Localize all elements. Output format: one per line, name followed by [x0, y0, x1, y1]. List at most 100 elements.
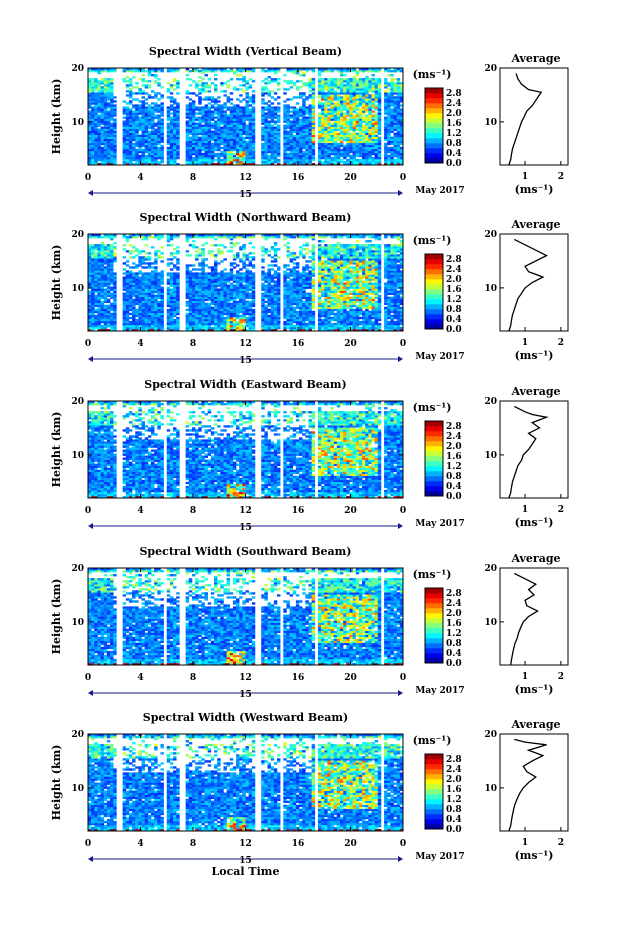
- heatmap-cell: [160, 320, 164, 324]
- heatmap-cell: [217, 326, 221, 330]
- heatmap-cell: [113, 310, 117, 314]
- heatmap-cell: [113, 304, 117, 308]
- heatmap-cell: [94, 130, 98, 133]
- heatmap-cell: [88, 312, 92, 316]
- heatmap-cell: [191, 92, 196, 95]
- heatmap-cell: [144, 86, 149, 89]
- heatmap-cell: [245, 322, 249, 326]
- heatmap-cell: [239, 138, 243, 142]
- heatmap-cell: [207, 144, 212, 148]
- heatmap-cell: [113, 150, 117, 154]
- heatmap-cell: [169, 138, 174, 142]
- heatmap-cell: [286, 296, 290, 299]
- heatmap-cell: [377, 310, 382, 314]
- heatmap-cell: [125, 314, 130, 318]
- heatmap-cell: [336, 162, 341, 166]
- heatmap-cell: [396, 98, 401, 101]
- heatmap-cell: [106, 154, 111, 158]
- heatmap-cell: [264, 150, 268, 154]
- heatmap-cell: [122, 80, 127, 83]
- heatmap-cell: [289, 146, 294, 150]
- heatmap-cell: [245, 134, 249, 138]
- heatmap-cell: [245, 302, 249, 306]
- heatmap-cell: [384, 310, 388, 314]
- heatmap-cell: [277, 152, 281, 156]
- heatmap-cell: [106, 122, 111, 125]
- heatmap-cell: [355, 96, 360, 99]
- heatmap-cell: [286, 140, 290, 144]
- heatmap-cell: [393, 148, 397, 152]
- heatmap-cell: [340, 316, 344, 320]
- heatmap-cell: [311, 92, 316, 95]
- heatmap-cell: [239, 130, 243, 133]
- heatmap-cell: [352, 150, 357, 154]
- heatmap-cell: [292, 328, 297, 332]
- heatmap-cell: [173, 68, 177, 71]
- heatmap-cell: [242, 142, 246, 146]
- heatmap-cell: [349, 308, 353, 312]
- heatmap-cell: [330, 298, 334, 301]
- heatmap-cell: [308, 146, 312, 150]
- heatmap-cell: [286, 318, 290, 322]
- heatmap-cell: [295, 138, 300, 142]
- heatmap-cell: [195, 124, 199, 127]
- heatmap-cell: [185, 130, 190, 133]
- heatmap-cell: [151, 300, 155, 304]
- heatmap-cell: [362, 326, 366, 330]
- heatmap-cell: [346, 120, 350, 123]
- heatmap-cell: [91, 90, 95, 93]
- heatmap-cell: [185, 128, 190, 131]
- heatmap-cell: [305, 96, 309, 99]
- heatmap-cell: [245, 148, 249, 152]
- heatmap-cell: [336, 68, 341, 71]
- heatmap-cell: [157, 146, 161, 150]
- heatmap-cell: [355, 138, 360, 142]
- heatmap-cell: [223, 142, 227, 146]
- heatmap-cell: [368, 130, 372, 133]
- heatmap-cell: [242, 158, 246, 162]
- heatmap-cell: [151, 158, 155, 162]
- heatmap-cell: [242, 306, 246, 310]
- heatmap-cell: [195, 130, 199, 133]
- heatmap-cell: [88, 328, 92, 332]
- heatmap-cell: [220, 316, 224, 320]
- heatmap-cell: [198, 312, 202, 316]
- heatmap-cell: [311, 312, 316, 316]
- heatmap-cell: [198, 98, 202, 101]
- heatmap-cell: [330, 122, 334, 125]
- heatmap-cell: [362, 322, 366, 326]
- heatmap-cell: [343, 134, 347, 138]
- heatmap-cell: [122, 316, 127, 320]
- heatmap-cell: [232, 136, 237, 140]
- heatmap-cell: [324, 114, 328, 117]
- heatmap-cell: [264, 138, 268, 142]
- heatmap-cell: [362, 84, 366, 87]
- heatmap-cell: [384, 70, 388, 73]
- heatmap-cell: [245, 110, 249, 113]
- heatmap-cell: [399, 308, 404, 312]
- heatmap-cell: [358, 122, 363, 125]
- heatmap-cell: [368, 122, 372, 125]
- heatmap-cell: [195, 296, 199, 299]
- heatmap-cell: [295, 304, 300, 308]
- heatmap-cell: [141, 118, 145, 121]
- heatmap-cell: [311, 130, 316, 133]
- heatmap-cell: [377, 126, 382, 129]
- heatmap-cell: [330, 152, 334, 156]
- heatmap-cell: [113, 130, 117, 133]
- heatmap-cell: [358, 110, 363, 113]
- heatmap-cell: [160, 112, 164, 115]
- heatmap-cell: [261, 314, 265, 318]
- heatmap-cell: [128, 162, 133, 166]
- heatmap-cell: [141, 136, 145, 140]
- heatmap-cell: [226, 298, 231, 301]
- heatmap-cell: [349, 146, 353, 150]
- heatmap-cell: [321, 326, 325, 330]
- heatmap-cell: [264, 86, 268, 89]
- heatmap-cell: [210, 144, 215, 148]
- heatmap-cell: [384, 298, 388, 301]
- heatmap-cell: [248, 132, 253, 135]
- heatmap-cell: [286, 306, 290, 310]
- heatmap-cell: [210, 118, 215, 121]
- heatmap-cell: [188, 98, 193, 101]
